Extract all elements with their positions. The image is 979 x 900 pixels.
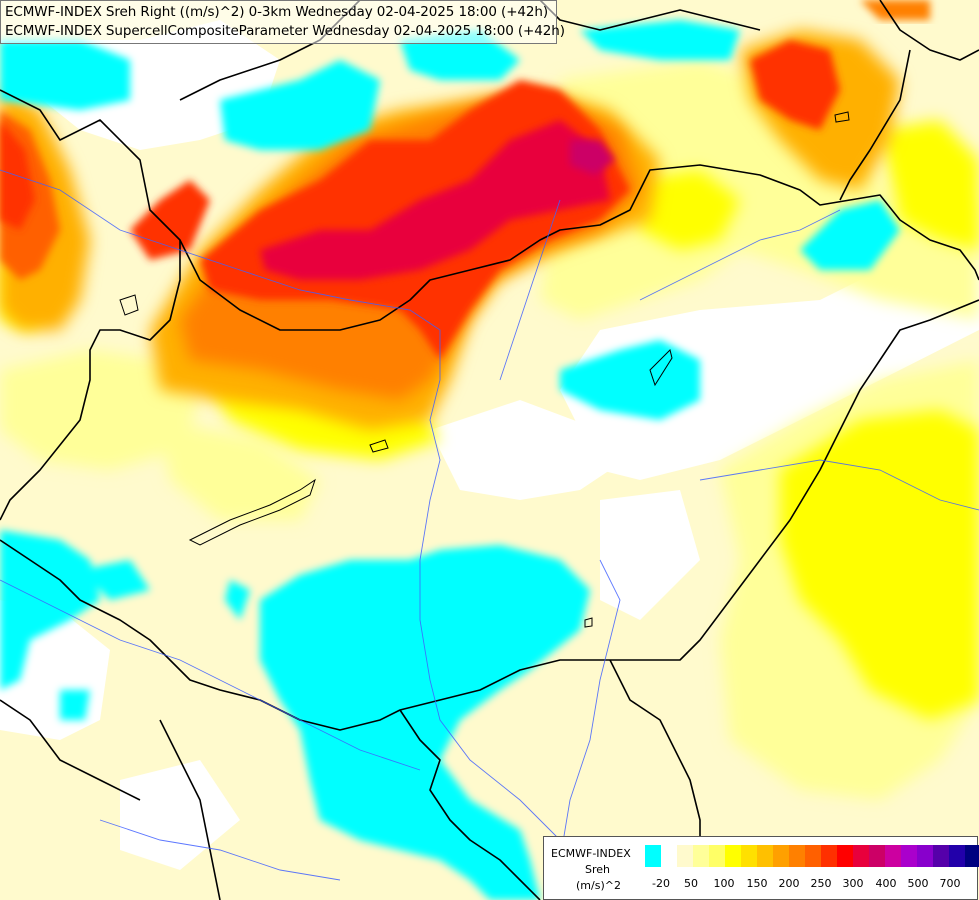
legend-tick-label: 400 [875, 877, 897, 890]
legend-swatch [949, 845, 965, 867]
legend-swatch [645, 845, 661, 867]
legend-tick-label: 200 [778, 877, 800, 890]
map-title-line-2: ECMWF-INDEX SupercellCompositeParameter … [5, 23, 565, 39]
legend-swatch [821, 845, 837, 867]
legend-swatch [741, 845, 757, 867]
legend-swatch [805, 845, 821, 867]
legend-color-bar [645, 845, 979, 867]
legend-swatch [901, 845, 917, 867]
legend-tick-label: 50 [684, 877, 698, 890]
legend-swatch [933, 845, 949, 867]
legend-swatch [773, 845, 789, 867]
lakes [119, 111, 850, 628]
legend-swatch [677, 845, 693, 867]
legend-tick-label: 100 [713, 877, 735, 890]
legend-tick-label: 300 [842, 877, 864, 890]
west-high-band [0, 90, 210, 330]
legend-swatch [757, 845, 773, 867]
color-legend: ECMWF-INDEX Sreh (m/s)^2 -20 50 100 150 200 2… [543, 836, 979, 900]
legend-unit: (m/s)^2 [576, 879, 621, 892]
high-sreh-band [150, 80, 660, 430]
legend-swatch [693, 845, 709, 867]
legend-title: ECMWF-INDEX [551, 847, 631, 860]
legend-swatch [885, 845, 901, 867]
legend-variable: Sreh [585, 863, 611, 876]
legend-swatch [853, 845, 869, 867]
legend-swatch [869, 845, 885, 867]
legend-tick-label: 150 [746, 877, 768, 890]
northeast-high-band [740, 0, 930, 190]
rivers [0, 169, 979, 881]
map-title-line-1: ECMWF-INDEX Sreh Right ((m/s)^2) 0-3km W… [5, 4, 549, 20]
legend-swatch [661, 845, 677, 867]
legend-tick-label: 250 [810, 877, 832, 890]
legend-swatch [709, 845, 725, 867]
legend-tick-label: -20 [652, 877, 670, 890]
legend-swatch [789, 845, 805, 867]
map-title-box: ECMWF-INDEX Sreh Right ((m/s)^2) 0-3km W… [0, 0, 565, 44]
legend-swatch [725, 845, 741, 867]
legend-tick-label: 500 [907, 877, 929, 890]
legend-swatch [965, 845, 979, 867]
white-regions [0, 20, 979, 870]
legend-swatch [837, 845, 853, 867]
legend-swatch [917, 845, 933, 867]
legend-tick-label: 700 [939, 877, 961, 890]
